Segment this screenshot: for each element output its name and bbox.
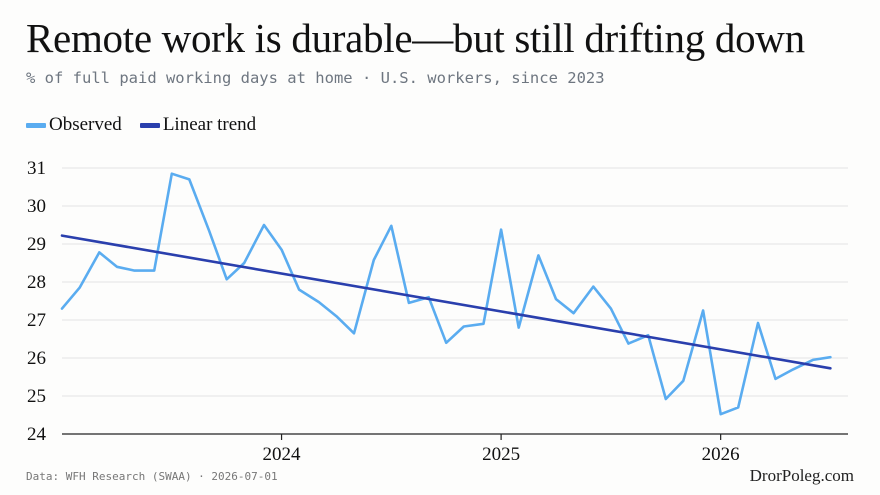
line-chart: 24 25 26 27 28 29 30 31 2024 2025 2026 (27, 158, 848, 465)
y-tick-label-24: 24 (27, 424, 47, 445)
source-note: Data: WFH Research (SWAA) · 2026-07-01 (26, 470, 278, 483)
y-tick-label-30: 30 (27, 196, 46, 217)
chart-subtitle: % of full paid working days at home · U.… (26, 69, 605, 87)
series-line-observed (60, 172, 832, 416)
x-tick-label-2024: 2024 (263, 444, 302, 465)
legend-item-observed: Observed (26, 114, 122, 136)
y-tick-label-31: 31 (27, 158, 46, 179)
y-tick-label-26: 26 (27, 348, 46, 369)
legend-label-observed: Observed (49, 114, 122, 135)
legend-item-trend: Linear trend (139, 114, 257, 136)
chart-title: Remote work is durable—but still driftin… (26, 15, 805, 61)
legend-label-trend: Linear trend (162, 114, 257, 135)
series-line-trend (60, 234, 832, 370)
legend: Observed Linear trend (26, 114, 274, 136)
y-tick-label-28: 28 (27, 272, 46, 293)
x-tick-label-2026: 2026 (702, 444, 740, 465)
x-tick-label-2025: 2025 (482, 444, 520, 465)
legend-swatch-trend (139, 122, 160, 128)
y-tick-label-29: 29 (27, 234, 46, 255)
y-tick-label-25: 25 (27, 386, 46, 407)
y-tick-label-27: 27 (27, 310, 46, 331)
brand-label: DrorPoleg.com (749, 466, 854, 485)
legend-swatch-observed (26, 122, 46, 128)
